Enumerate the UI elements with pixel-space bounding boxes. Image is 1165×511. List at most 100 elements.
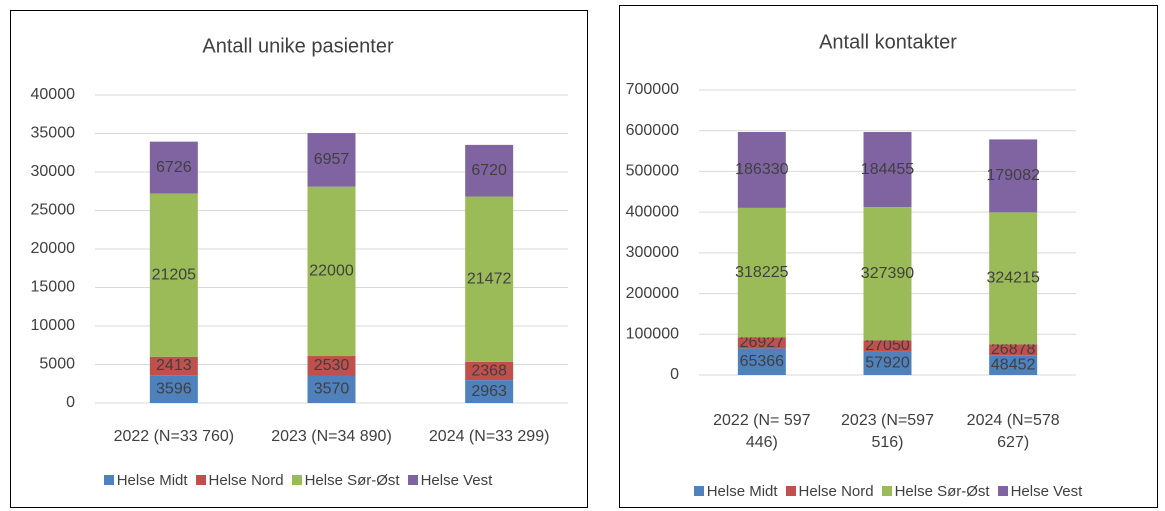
data-label: 21205 [152, 266, 197, 283]
bar-segment [737, 348, 786, 375]
bar-segment [863, 207, 912, 341]
data-label: 179082 [986, 167, 1039, 184]
data-label: 65366 [740, 353, 785, 370]
data-label: 2530 [314, 357, 350, 374]
bar-segment [307, 356, 356, 376]
legend-swatch [997, 486, 1008, 496]
data-label: 184455 [861, 161, 914, 178]
legend-swatch [195, 475, 206, 485]
legend-item: Helse Sør-Øst [291, 472, 400, 489]
data-label: 48452 [991, 356, 1036, 373]
data-label: 327390 [861, 265, 914, 282]
bar-segment [465, 196, 514, 362]
legend-swatch [407, 475, 418, 485]
legend-swatch [103, 475, 114, 485]
x-tick-label: 2024 (N=578 627) [966, 412, 1060, 451]
bar-segment [989, 212, 1038, 345]
legend-item: Helse Vest [997, 483, 1083, 500]
bar-segment [465, 380, 514, 403]
y-tick-label: 35000 [31, 125, 76, 142]
data-label: 57920 [865, 354, 910, 371]
bar-segment [863, 132, 912, 208]
y-tick-label: 30000 [31, 163, 76, 180]
legend-item: Helse Vest [407, 472, 493, 489]
bar-segment [149, 375, 198, 403]
data-label: 3596 [156, 380, 192, 397]
legend-label: Helse Vest [420, 472, 493, 489]
chart-title: Antall kontakter [819, 31, 957, 53]
data-label: 318225 [735, 264, 788, 281]
legend-swatch [693, 486, 704, 496]
data-label: 2368 [471, 362, 507, 379]
y-tick-label: 5000 [39, 356, 75, 373]
bar-segment [465, 144, 514, 197]
y-tick-label: 300000 [626, 244, 679, 261]
legend-label: Helse Nord [798, 483, 874, 500]
legend-item: Helse Midt [103, 472, 188, 489]
data-label: 26878 [991, 341, 1036, 358]
data-label: 324215 [986, 270, 1039, 287]
bar-segment [149, 141, 198, 194]
x-tick-label: 2023 (N=597 516) [841, 412, 934, 451]
chart-title: Antall unike pasienter [202, 35, 394, 57]
bar-segment [737, 207, 786, 338]
bar-segment [863, 340, 912, 352]
y-tick-label: 600000 [626, 122, 679, 139]
data-label: 6957 [314, 151, 350, 168]
legend-label: Helse Nord [208, 472, 284, 489]
bar-segment [989, 139, 1038, 213]
legend-item: Helse Midt [693, 483, 778, 500]
x-tick-label: 2022 (N= 597 446) [713, 412, 811, 451]
legend-label: Helse Vest [1010, 483, 1083, 500]
y-tick-label: 25000 [31, 202, 76, 219]
data-label: 3570 [314, 380, 350, 397]
legend-swatch [785, 486, 796, 496]
bar-segment [737, 337, 786, 349]
bar-segment [989, 355, 1038, 375]
legend: Helse Midt Helse Nord Helse Sør-Øst Helse V… [588, 483, 1165, 500]
y-tick-label: 700000 [626, 81, 679, 98]
legend-label: Helse Sør-Øst [304, 472, 400, 489]
y-tick-label: 10000 [31, 317, 76, 334]
data-label: 21472 [467, 271, 512, 288]
legend: Helse Midt Helse Nord Helse Sør-Øst Helse V… [0, 472, 598, 489]
bar-segment [149, 193, 198, 357]
bar-segment [307, 186, 356, 357]
legend-label: Helse Midt [706, 483, 778, 500]
y-tick-label: 20000 [31, 240, 76, 257]
data-label: 186330 [735, 161, 788, 178]
y-tick-label: 500000 [626, 163, 679, 180]
data-label: 6720 [471, 162, 507, 179]
legend-label: Helse Midt [116, 472, 188, 489]
legend-item: Helse Nord [785, 483, 874, 500]
bar-segment [307, 133, 356, 187]
data-label: 2963 [471, 383, 507, 400]
y-tick-label: 100000 [626, 326, 679, 343]
x-tick-label: 2024 (N=33 299) [428, 428, 550, 445]
legend-item: Helse Sør-Øst [881, 483, 990, 500]
y-tick-label: 0 [66, 394, 75, 411]
data-label: 26927 [740, 334, 785, 351]
x-tick-label: 2023 (N=34 890) [271, 428, 392, 445]
y-tick-label: 40000 [31, 86, 76, 103]
y-tick-label: 15000 [31, 279, 76, 296]
bar-segment [863, 351, 912, 375]
bar-segment [307, 375, 356, 403]
data-label: 27050 [865, 337, 910, 354]
y-tick-label: 200000 [626, 285, 679, 302]
data-label: 2413 [156, 357, 192, 374]
data-label: 22000 [309, 263, 354, 280]
y-tick-label: 0 [670, 366, 679, 383]
bar-segment [149, 356, 198, 376]
legend-swatch [291, 475, 302, 485]
y-tick-label: 400000 [626, 203, 679, 220]
legend-item: Helse Nord [195, 472, 284, 489]
bar-segment [737, 131, 786, 208]
chart-frame [10, 10, 588, 508]
x-tick-label: 2022 (N=33 760) [113, 428, 235, 445]
legend-label: Helse Sør-Øst [894, 483, 990, 500]
bar-segment [989, 344, 1038, 356]
legend-swatch [881, 486, 892, 496]
